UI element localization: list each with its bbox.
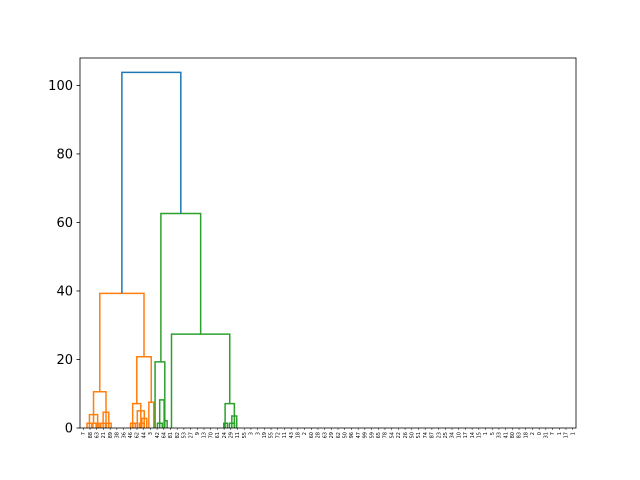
leaf-label: 17	[564, 432, 570, 438]
leaf-label: 7	[550, 432, 556, 435]
leaf-label: 63	[94, 432, 100, 438]
leaf-label: 96	[349, 432, 355, 438]
leaf-label: 63	[322, 432, 328, 438]
leaf-label: 0	[537, 432, 543, 435]
leaf-label: 72	[275, 432, 281, 438]
leaf-label: 5	[490, 432, 496, 435]
leaf-label: 9	[195, 432, 201, 435]
y-tick-label: 60	[56, 216, 73, 231]
leaf-label: 14	[470, 432, 476, 438]
leaf-label: 29	[329, 432, 335, 438]
leaf-label: 31	[544, 432, 550, 438]
leaf-label: 54	[389, 432, 395, 438]
leaf-label: 65	[376, 432, 382, 438]
leaf-label: 18	[296, 432, 302, 438]
leaf-label: 3	[148, 432, 154, 435]
leaf-label: 11	[282, 432, 288, 438]
leaf-label: 44	[141, 432, 147, 438]
leaf-label: 21	[101, 432, 107, 438]
leaf-label: 81	[168, 432, 174, 438]
leaf-label: 62	[135, 432, 141, 438]
leaf-label: 82	[175, 432, 181, 438]
leaf-label: 33	[497, 432, 503, 438]
leaf-label: 24	[222, 432, 228, 438]
leaf-label: 83	[517, 432, 523, 438]
leaf-label: 80	[510, 432, 516, 438]
leaf-label: 2	[302, 432, 308, 435]
leaf-label: 89	[108, 432, 114, 438]
leaf-label: 50	[342, 432, 348, 438]
leaf-label: 41	[503, 432, 509, 438]
leaf-label: 18	[523, 432, 529, 438]
leaf-label: 50	[409, 432, 415, 438]
leaf-label: 42	[155, 432, 161, 438]
leaf-label: 7	[81, 432, 87, 435]
leaf-label: 28	[316, 432, 322, 438]
leaf-label: 55	[269, 432, 275, 438]
leaf-label: 2	[530, 432, 536, 435]
leaf-label: 51	[416, 432, 422, 438]
leaf-label: 22	[396, 432, 402, 438]
leaf-label: 53	[182, 432, 188, 438]
y-tick-label: 100	[48, 79, 73, 94]
y-tick-label: 40	[56, 284, 73, 299]
y-tick-label: 0	[65, 422, 73, 437]
leaf-label: 38	[115, 432, 121, 438]
leaf-label: 15	[477, 432, 483, 438]
leaf-label: 11	[235, 432, 241, 438]
leaf-label: 55	[242, 432, 248, 438]
leaf-label: 10	[456, 432, 462, 438]
leaf-label: 99	[363, 432, 369, 438]
leaf-label: 46	[128, 432, 134, 438]
y-tick-label: 20	[56, 353, 73, 368]
leaf-label: 43	[289, 432, 295, 438]
leaf-label: 59	[369, 432, 375, 438]
leaf-label: 25	[443, 432, 449, 438]
leaf-label: 1	[483, 432, 489, 435]
leaf-label: 74	[423, 432, 429, 438]
leaf-label: 70	[208, 432, 214, 438]
leaf-label: 34	[450, 432, 456, 438]
leaf-label: 64	[161, 432, 167, 438]
leaf-label: 19	[262, 432, 268, 438]
leaf-label: 60	[309, 432, 315, 438]
leaf-label: 1	[557, 432, 563, 435]
leaf-label: 29	[229, 432, 235, 438]
leaf-label: 62	[336, 432, 342, 438]
leaf-label: 1	[570, 432, 576, 435]
leaf-label: 88	[88, 432, 94, 438]
leaf-label: 27	[188, 432, 194, 438]
leaf-label: 61	[215, 432, 221, 438]
leaf-label: 26	[403, 432, 409, 438]
leaf-label: 3	[249, 432, 255, 435]
leaf-label: 13	[202, 432, 208, 438]
leaf-label: 87	[430, 432, 436, 438]
leaf-label: 47	[356, 432, 362, 438]
leaf-label: 78	[383, 432, 389, 438]
leaf-label: 23	[436, 432, 442, 438]
leaf-label: 17	[463, 432, 469, 438]
y-tick-label: 80	[56, 147, 73, 162]
leaf-label: 36	[121, 432, 127, 438]
leaf-label: 3	[255, 432, 261, 435]
